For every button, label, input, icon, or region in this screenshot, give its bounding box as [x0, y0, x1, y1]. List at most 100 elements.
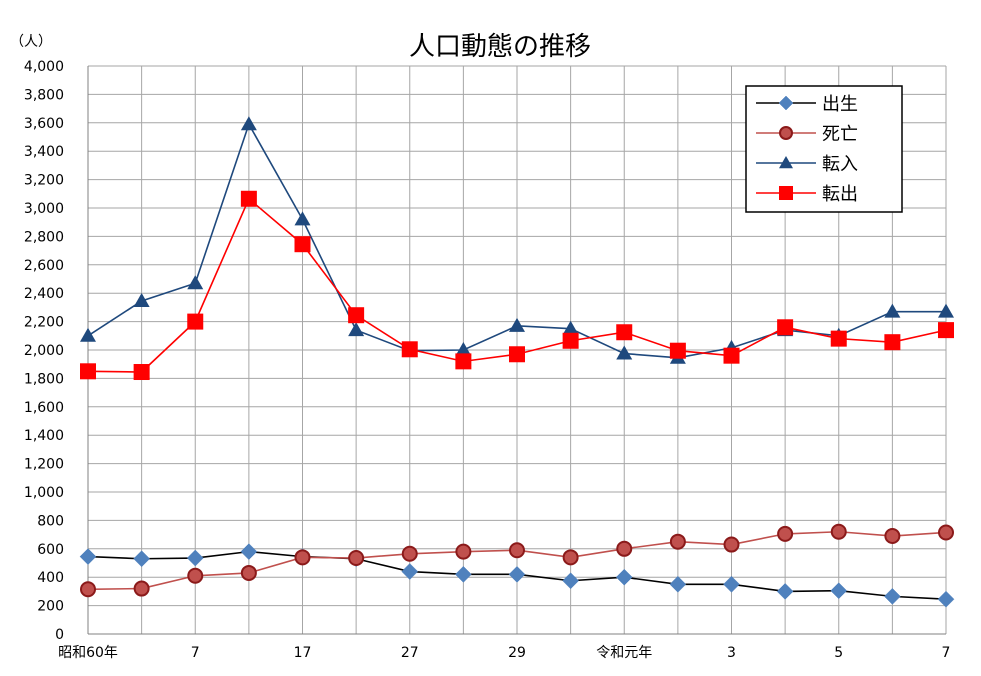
data-point	[723, 536, 740, 553]
x-tick-label: 7	[191, 645, 200, 661]
x-tick-label: 3	[727, 645, 736, 661]
data-point	[348, 550, 365, 567]
data-point	[80, 327, 96, 342]
data-point	[186, 549, 204, 567]
data-point	[615, 568, 633, 586]
data-point	[830, 582, 848, 600]
y-tick-label: 1,400	[24, 428, 64, 444]
y-axis-unit-label: （人）	[10, 34, 52, 50]
data-point	[187, 567, 204, 584]
x-tick-label: 5	[834, 645, 843, 661]
data-point	[830, 523, 847, 540]
chart-title: 人口動態の推移	[409, 32, 591, 62]
data-point	[294, 549, 311, 566]
data-point	[187, 275, 204, 290]
data-point	[79, 548, 97, 565]
data-point	[884, 528, 901, 545]
legend-marker	[779, 126, 793, 140]
data-point	[562, 320, 579, 335]
data-point	[401, 563, 419, 580]
data-point	[509, 542, 525, 559]
legend-label: 転出	[822, 184, 858, 205]
data-point	[938, 322, 954, 339]
data-point	[884, 588, 901, 605]
data-point	[187, 313, 204, 330]
y-tick-label: 0	[55, 627, 64, 643]
data-point	[401, 341, 418, 358]
x-tick-label: 令和元年	[596, 645, 652, 661]
data-point	[80, 363, 96, 380]
data-point	[509, 317, 525, 332]
data-point	[455, 342, 472, 356]
y-tick-label: 1,600	[24, 400, 64, 416]
legend-box	[745, 85, 903, 213]
data-point	[777, 319, 794, 336]
x-tick-label: 17	[294, 645, 312, 661]
data-point	[938, 303, 954, 318]
data-point	[455, 566, 472, 583]
data-point	[80, 581, 96, 598]
data-point	[455, 353, 472, 370]
data-point	[348, 307, 365, 324]
data-point	[937, 590, 955, 608]
data-point	[776, 583, 794, 600]
y-tick-label: 1,800	[24, 371, 64, 387]
data-point	[240, 190, 257, 207]
x-tick-label: 昭和60年	[58, 645, 118, 661]
data-point	[133, 293, 150, 308]
data-point	[508, 566, 526, 583]
data-point	[562, 549, 579, 566]
data-point	[884, 303, 901, 318]
x-tick-label: 7	[942, 645, 951, 661]
data-point	[723, 347, 740, 364]
legend-marker	[778, 95, 794, 111]
data-point	[562, 572, 579, 590]
data-point	[616, 345, 633, 360]
y-tick-label: 200	[37, 599, 64, 615]
data-point	[669, 342, 686, 359]
y-tick-label: 3,200	[24, 173, 64, 189]
legend-marker	[779, 156, 793, 169]
y-tick-label: 2,600	[24, 258, 64, 274]
data-point	[133, 580, 150, 597]
y-tick-label: 3,600	[24, 116, 64, 132]
x-tick-label: 29	[508, 645, 526, 661]
data-point	[884, 334, 901, 351]
series-layer	[79, 116, 955, 608]
y-tick-label: 3,400	[24, 144, 64, 160]
data-point	[240, 116, 257, 131]
legend-label: 死亡	[822, 124, 858, 145]
data-point	[616, 324, 633, 341]
data-point	[401, 545, 418, 562]
y-tick-label: 3,800	[24, 87, 64, 103]
data-point	[669, 533, 686, 550]
data-point	[348, 322, 365, 337]
y-tick-label: 1,200	[24, 457, 64, 473]
series-1	[80, 523, 954, 598]
data-point	[777, 525, 794, 542]
data-point	[509, 346, 525, 363]
data-point	[669, 575, 687, 593]
data-point	[294, 236, 311, 253]
data-point	[133, 364, 150, 381]
y-tick-label: 1,000	[24, 485, 64, 501]
data-point	[830, 330, 847, 347]
series-0	[79, 543, 955, 608]
legend-marker	[779, 186, 793, 200]
data-point	[133, 550, 150, 568]
series-3	[80, 190, 954, 381]
y-tick-label: 2,000	[24, 343, 64, 359]
y-tick-label: 2,400	[24, 286, 64, 302]
y-tick-label: 3,000	[24, 201, 64, 217]
legend-label: 転入	[822, 154, 858, 175]
data-point	[240, 543, 258, 560]
y-tick-label: 400	[37, 570, 64, 586]
data-point	[240, 564, 257, 581]
y-tick-label: 2,200	[24, 315, 64, 331]
data-point	[455, 543, 472, 560]
legend-label: 出生	[822, 94, 858, 115]
y-tick-label: 2,800	[24, 229, 64, 245]
